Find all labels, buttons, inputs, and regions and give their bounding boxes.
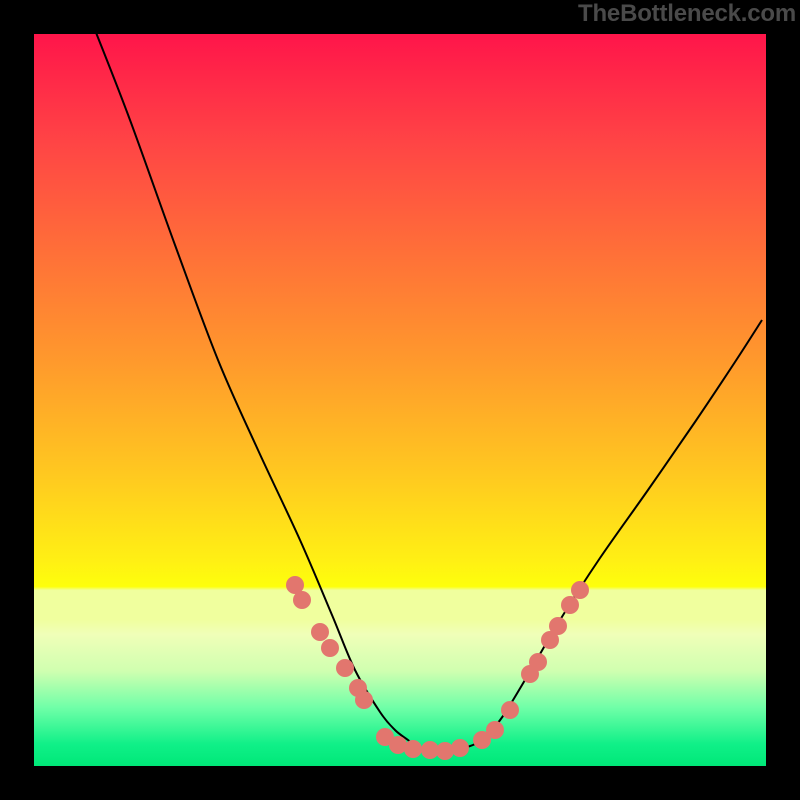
scatter-point xyxy=(571,581,589,599)
scatter-point xyxy=(501,701,519,719)
scatter-point xyxy=(529,653,547,671)
scatter-point xyxy=(404,740,422,758)
scatter-point xyxy=(321,639,339,657)
bottleneck-chart xyxy=(0,0,800,800)
scatter-point xyxy=(311,623,329,641)
chart-container: { "canvas": { "w": 800, "h": 800 }, "bor… xyxy=(0,0,800,800)
watermark-text: TheBottleneck.com xyxy=(578,0,796,28)
scatter-point xyxy=(293,591,311,609)
plot-background xyxy=(34,34,766,766)
scatter-point xyxy=(451,739,469,757)
scatter-point xyxy=(436,742,454,760)
scatter-point xyxy=(336,659,354,677)
scatter-point xyxy=(355,691,373,709)
scatter-point xyxy=(486,721,504,739)
scatter-point xyxy=(561,596,579,614)
scatter-point xyxy=(549,617,567,635)
